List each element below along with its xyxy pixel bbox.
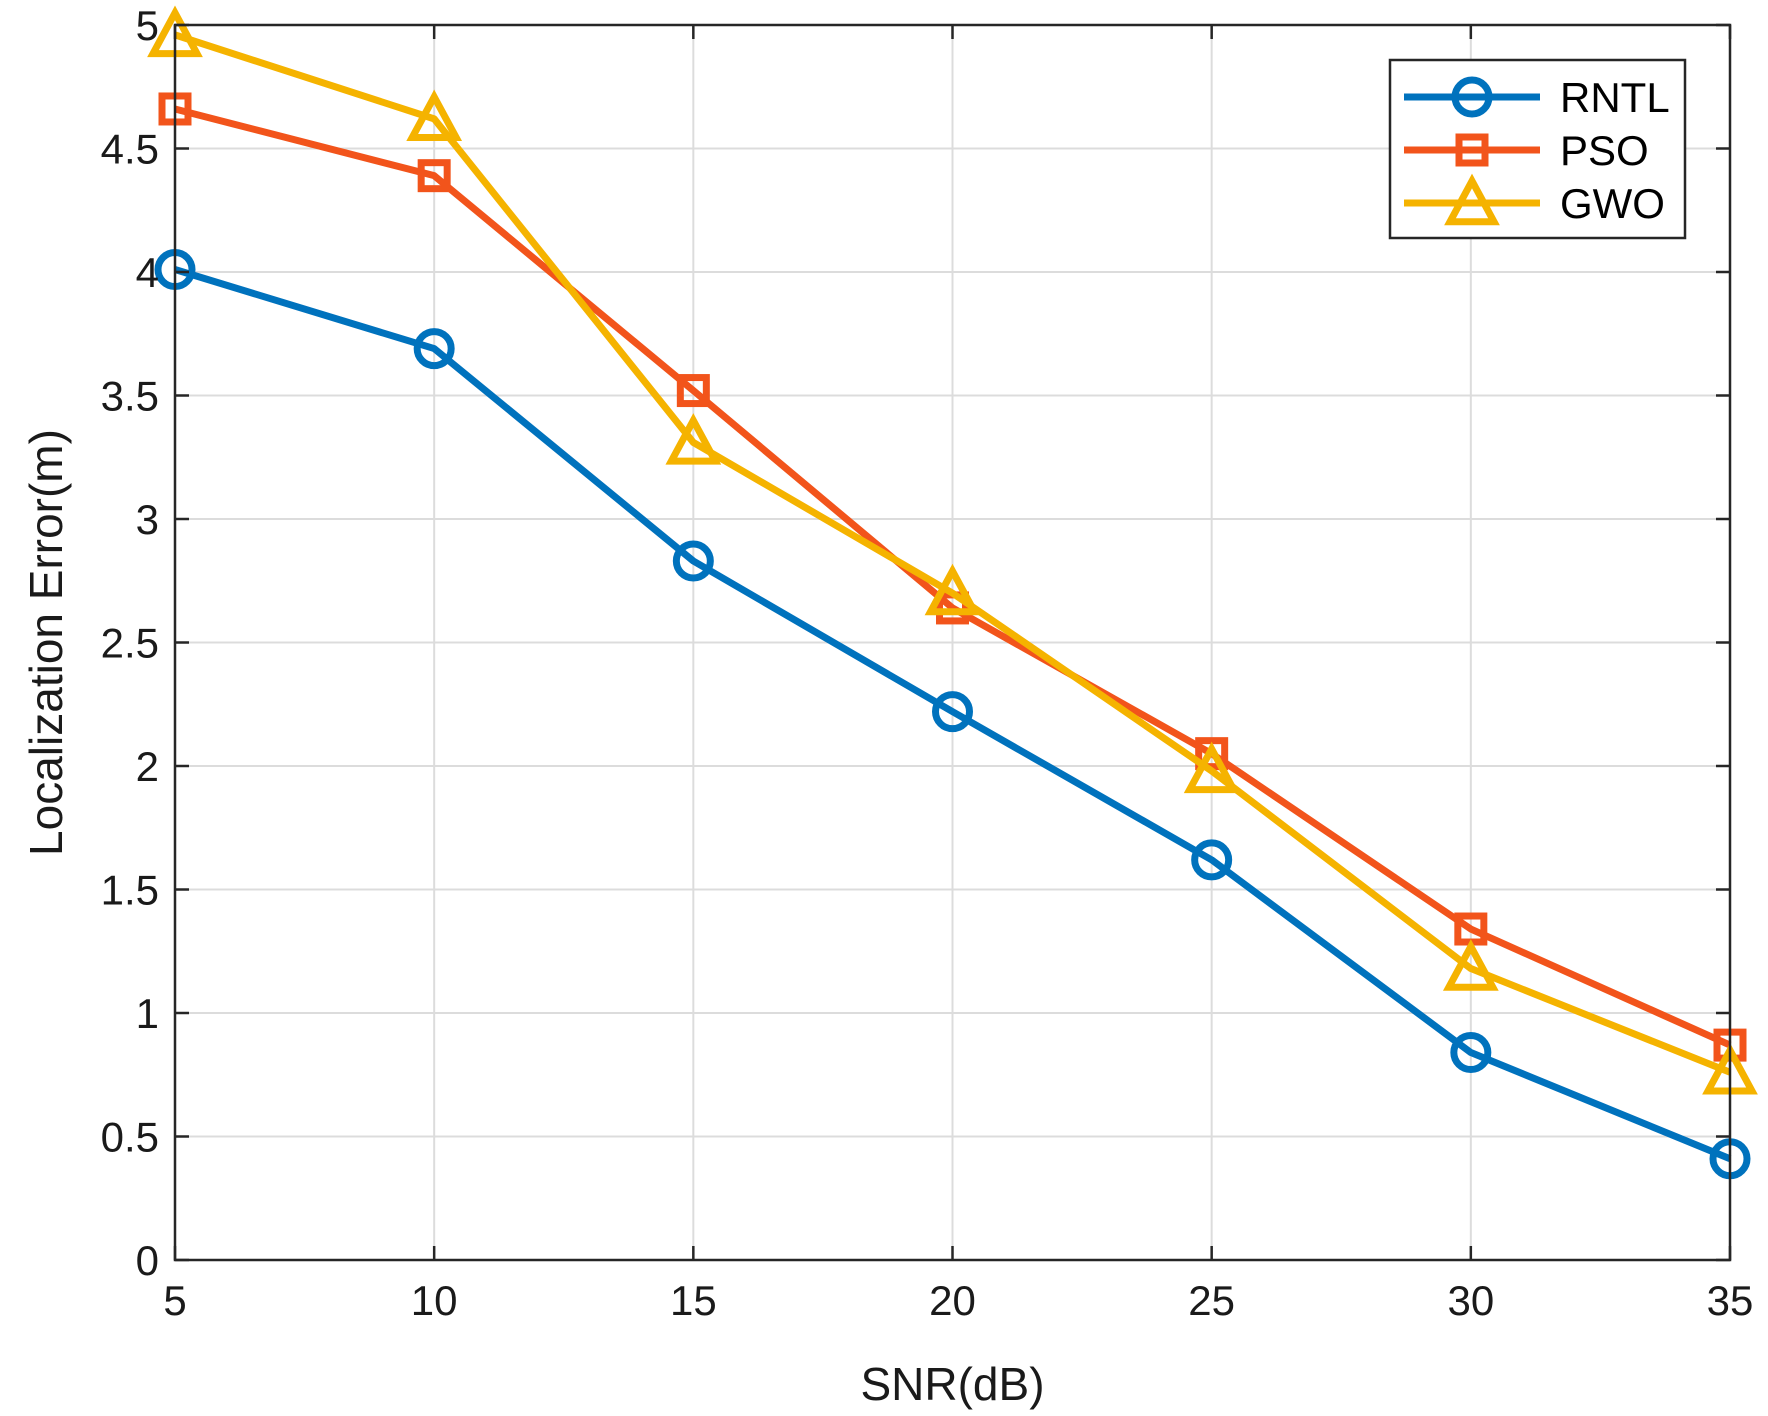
data-point-circle (1191, 839, 1233, 881)
legend-marker-square (1455, 133, 1489, 167)
legend-label: PSO (1560, 127, 1649, 174)
y-tick-label: 4.5 (101, 126, 159, 173)
series-rntl (154, 249, 1751, 1180)
y-tick-label: 4 (136, 249, 159, 296)
grid-lines (175, 25, 1730, 1260)
x-axis-label: SNR(dB) (860, 1358, 1044, 1410)
series-line (173, 31, 1732, 1076)
x-tick-label: 20 (929, 1277, 976, 1324)
legend-label: GWO (1560, 180, 1665, 227)
series-line (174, 105, 1732, 1049)
legend-item: PSO (1404, 127, 1649, 174)
legend-marker-circle (1451, 76, 1493, 118)
x-tick-label: 5 (163, 1277, 186, 1324)
data-point-square (1195, 737, 1229, 771)
data-point-square (676, 374, 710, 408)
y-axis-label: Localization Error(m) (20, 429, 72, 856)
y-tick-label: 0.5 (101, 1114, 159, 1161)
legend-item: RNTL (1404, 74, 1670, 121)
series-line (173, 266, 1732, 1162)
y-tick-label: 2 (136, 743, 159, 790)
legend-marker-triangle (1444, 173, 1500, 226)
data-point-triangle (924, 563, 981, 616)
series-layer (147, 5, 1758, 1180)
x-tick-label: 30 (1447, 1277, 1494, 1324)
y-tick-label: 3 (136, 496, 159, 543)
data-point-triangle (406, 89, 463, 142)
x-tick-label: 10 (411, 1277, 458, 1324)
legend-item: GWO (1404, 173, 1665, 227)
data-point-triangle (1183, 741, 1240, 794)
y-tick-label: 3.5 (101, 373, 159, 420)
y-tick-label: 2.5 (101, 620, 159, 667)
x-tick-label: 35 (1707, 1277, 1754, 1324)
x-tick-label: 25 (1188, 1277, 1235, 1324)
axis-ticks: 5 10 15 20 25 30 35 0 0.5 1 1.5 2 2.5 3 3.5 4 4.5 5 (101, 2, 1754, 1324)
y-tick-label: 5 (136, 2, 159, 49)
data-point-triangle (665, 413, 722, 465)
data-point-circle (1450, 1032, 1492, 1074)
y-tick-label: 0 (136, 1237, 159, 1284)
x-tick-label: 15 (670, 1277, 717, 1324)
data-point-square (417, 159, 451, 193)
data-point-triangle (1442, 939, 1499, 991)
y-tick-label: 1.5 (101, 867, 159, 914)
data-point-circle (932, 691, 973, 733)
y-tick-label: 1 (136, 990, 159, 1037)
legend: RNTL PSO GWO (1388, 58, 1687, 240)
legend-label: RNTL (1560, 74, 1670, 121)
data-point-circle (672, 540, 714, 582)
data-point-circle (413, 328, 455, 370)
